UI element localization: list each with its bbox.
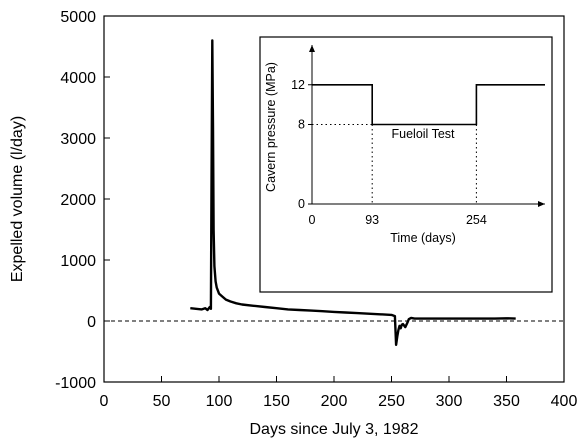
inset-x-tick-label: 254: [466, 213, 487, 227]
inset-annotation: Fueloil Test: [392, 127, 456, 141]
inset-y-axis-label: Cavern pressure (MPa): [264, 62, 278, 192]
inset-ticks: 0 93 254 0 8 12: [291, 78, 487, 227]
inset-y-tick-label: 12: [291, 78, 305, 92]
main-ticks: 0 50 100 150 200 250 300 350 400-100001000200030…: [55, 9, 577, 410]
main-x-axis-label: Days since July 3, 1982: [250, 421, 419, 438]
main-x-tick-label: 100: [206, 393, 233, 410]
inset-x-axis-label: Time (days): [390, 231, 456, 245]
main-x-tick-label: 200: [321, 393, 348, 410]
main-y-tick-label: 1000: [60, 253, 96, 270]
inset-frame: [259, 36, 553, 293]
main-y-tick-label: 5000: [60, 9, 96, 26]
inset-x-tick-label: 0: [309, 213, 316, 227]
inset-series-line: [312, 84, 545, 126]
main-x-tick-label: 400: [551, 393, 578, 410]
main-x-tick-label: 350: [493, 393, 520, 410]
main-y-axis-label: Expelled volume (l/day): [9, 116, 26, 282]
main-x-tick-label: 150: [263, 393, 290, 410]
inset-guides: [312, 124, 477, 204]
main-series-line: [190, 39, 516, 346]
main-y-tick-label: 0: [87, 314, 96, 331]
main-y-tick-label: 4000: [60, 70, 96, 87]
main-y-tick-label: 3000: [60, 131, 96, 148]
inset-x-arrow: [538, 201, 545, 207]
inset-y-arrow: [309, 45, 315, 52]
inset-y-tick-label: 0: [298, 197, 305, 211]
main-x-tick-label: 250: [378, 393, 405, 410]
inset-x-tick-label: 93: [365, 213, 379, 227]
main-y-tick-label: -1000: [55, 375, 96, 392]
main-y-tick-label: 2000: [60, 192, 96, 209]
inset-y-tick-label: 8: [298, 118, 305, 132]
main-x-tick-label: 0: [100, 393, 109, 410]
main-x-tick-label: 300: [436, 393, 463, 410]
main-x-tick-label: 50: [153, 393, 171, 410]
